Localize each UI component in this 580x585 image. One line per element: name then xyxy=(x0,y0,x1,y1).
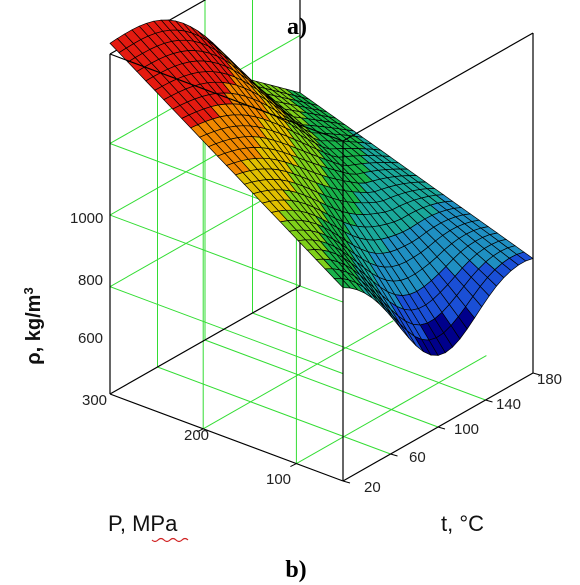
z-tick-label: 600 xyxy=(78,330,103,347)
t-axis-title: t, °C xyxy=(441,511,484,536)
t-tick-label: 20 xyxy=(364,479,381,496)
z-axis-title-superscript: 3 xyxy=(21,287,36,294)
z-axis-ticks: 300 600 800 1000 xyxy=(70,210,107,409)
t-tick-label: 180 xyxy=(537,371,562,388)
gridline-z xyxy=(109,214,344,303)
box-edge xyxy=(109,53,344,142)
z-tick-label: 800 xyxy=(78,272,103,289)
caption-a: a) xyxy=(287,14,307,40)
t-tick-label: 60 xyxy=(409,449,426,466)
caption-b: b) xyxy=(285,557,306,583)
p-tick-mark xyxy=(290,463,297,468)
surface-cell xyxy=(333,277,352,289)
z-tick-label: 300 xyxy=(82,392,107,409)
box-front-edges xyxy=(109,32,541,484)
box-edge xyxy=(109,285,301,395)
spellcheck-underline xyxy=(151,537,189,543)
gridline-t xyxy=(252,312,486,401)
z-axis-title: ρ, kg/m3 xyxy=(21,287,45,364)
p-axis-ticks: 200 100 xyxy=(184,427,291,488)
gridline-z xyxy=(109,286,344,375)
t-tick-mark xyxy=(532,372,541,376)
p-axis-title: P, MPa xyxy=(108,511,178,536)
t-tick-label: 100 xyxy=(454,421,479,438)
t-axis-ticks: 20 60 100 140 180 xyxy=(364,371,562,496)
density-surface xyxy=(109,19,534,356)
t-tick-mark xyxy=(437,426,446,430)
t-tick-mark xyxy=(342,480,351,484)
gridline-t xyxy=(157,366,391,455)
t-tick-label: 140 xyxy=(496,396,521,413)
z-tick-label: 1000 xyxy=(70,210,103,227)
t-tick-mark xyxy=(390,453,398,457)
t-tick-mark xyxy=(485,399,493,403)
p-tick-label: 200 xyxy=(184,427,209,444)
p-tick-label: 100 xyxy=(266,471,291,488)
gridline-t xyxy=(204,339,439,428)
box-edge xyxy=(342,32,534,142)
p-tick-mark xyxy=(196,428,204,433)
box-edge xyxy=(109,393,344,482)
